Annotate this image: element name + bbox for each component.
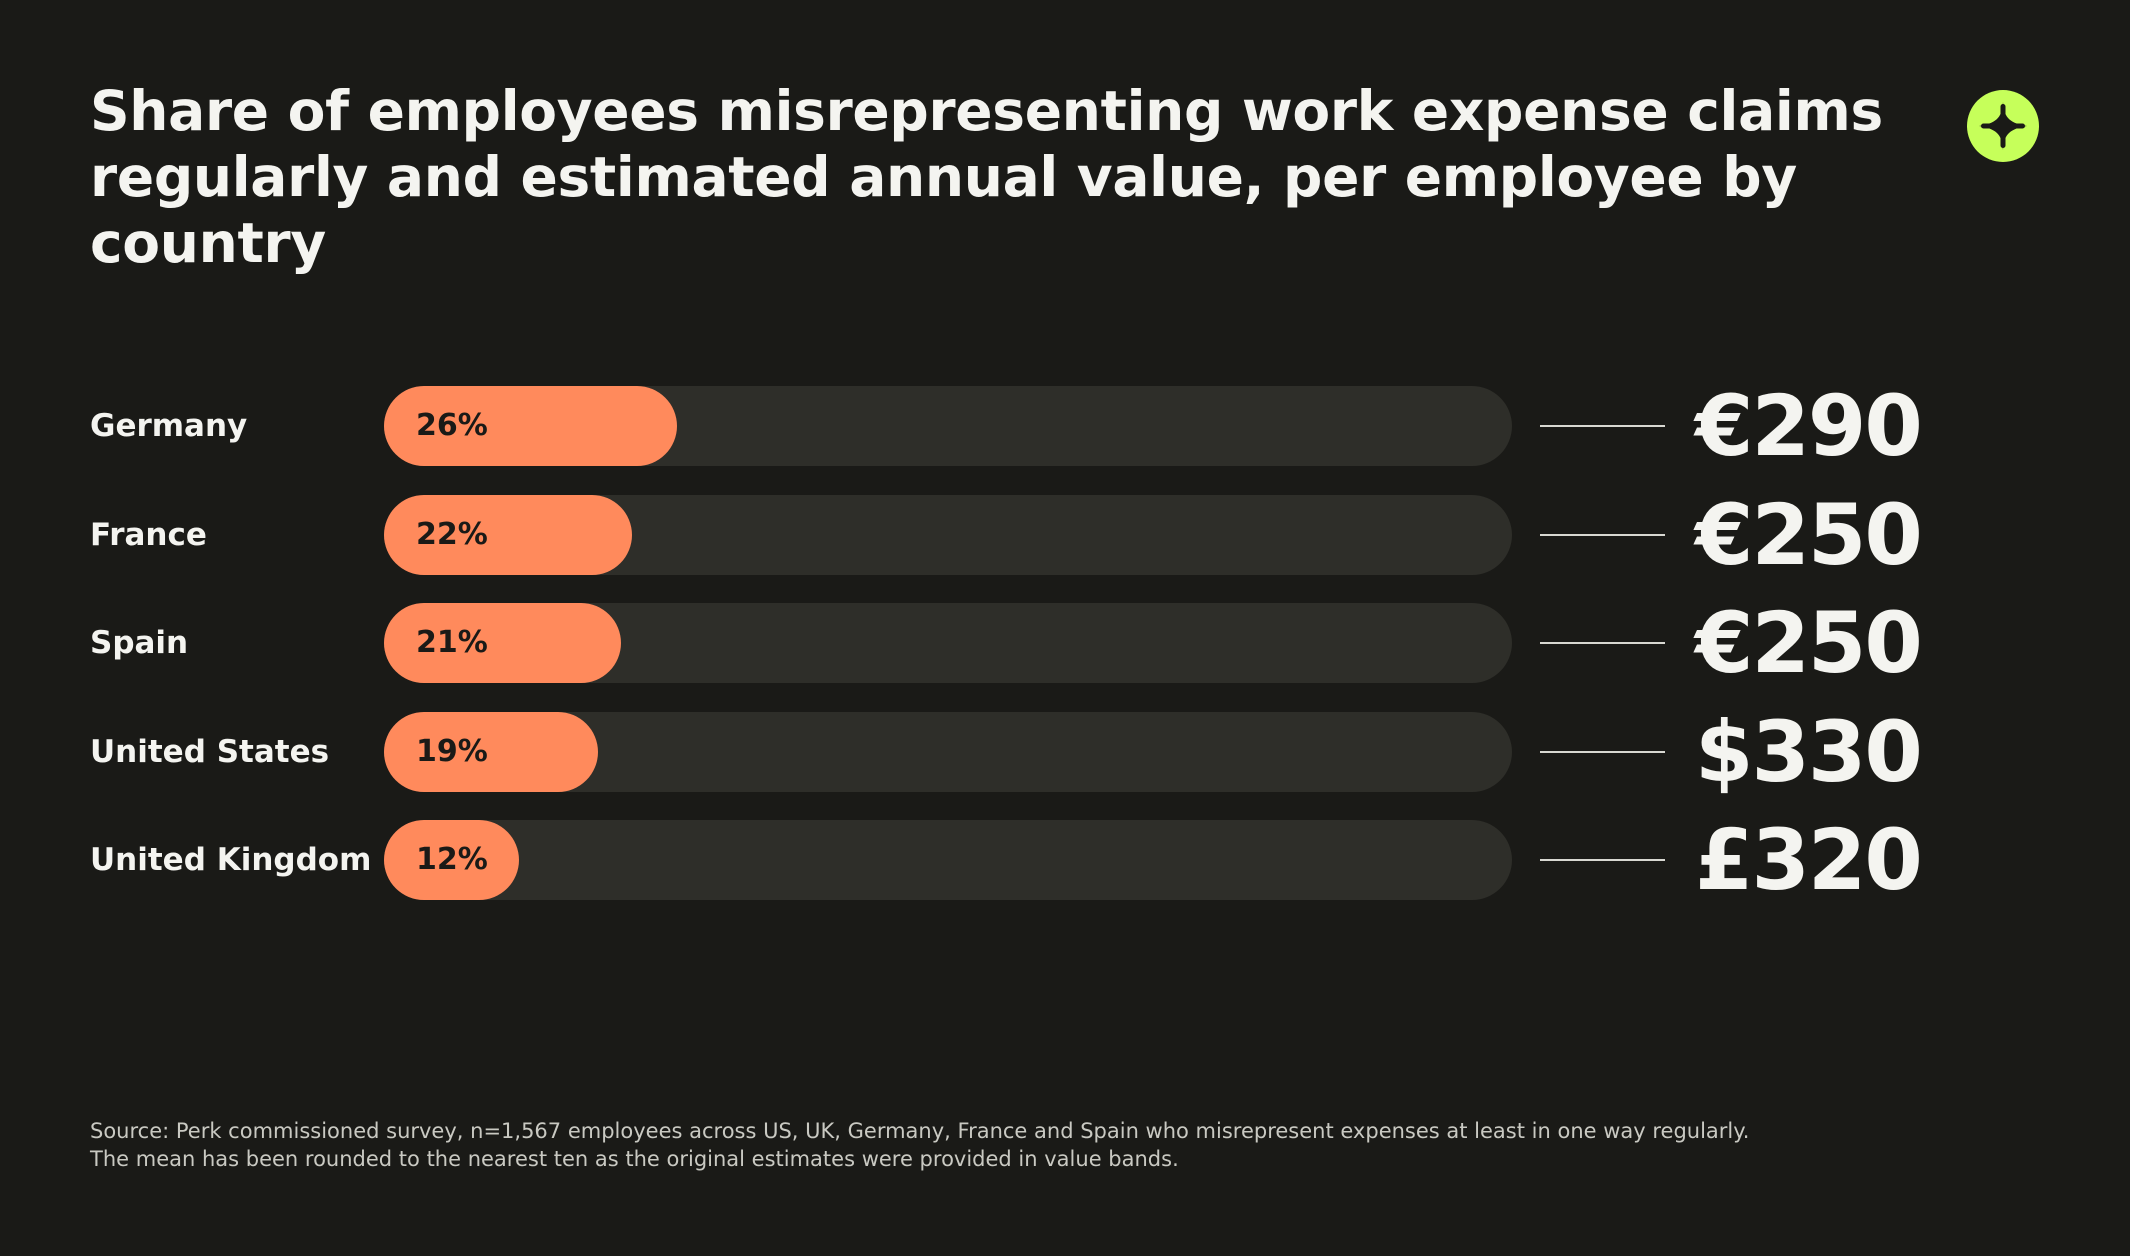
connector-line	[1540, 534, 1665, 536]
bar-track: 26%	[384, 386, 1512, 466]
source-footnote: Source: Perk commissioned survey, n=1,56…	[90, 1117, 1990, 1173]
bar-fill: 22%	[384, 495, 632, 575]
connector-line	[1540, 751, 1665, 753]
bar-track: 22%	[384, 495, 1512, 575]
plus-icon[interactable]	[1967, 90, 2039, 162]
bar-row: United States 19% $330	[0, 704, 2130, 800]
annual-value-label: €250	[1695, 594, 1923, 692]
percentage-label: 26%	[416, 408, 488, 443]
bar-row: Spain 21% €250	[0, 595, 2130, 691]
bar-fill: 12%	[384, 820, 519, 900]
connector-line	[1540, 425, 1665, 427]
chart-title: Share of employees misrepresenting work …	[90, 79, 1883, 275]
bar-row: Germany 26% €290	[0, 378, 2130, 474]
bar-fill: 19%	[384, 712, 598, 792]
percentage-label: 19%	[416, 734, 488, 769]
country-label: United States	[90, 734, 330, 770]
annual-value-label: €290	[1695, 377, 1923, 475]
country-label: France	[90, 517, 207, 553]
country-label: Germany	[90, 408, 248, 444]
bar-row: United Kingdom 12% £320	[0, 812, 2130, 908]
bar-track: 12%	[384, 820, 1512, 900]
connector-line	[1540, 859, 1665, 861]
source-line-1: Source: Perk commissioned survey, n=1,56…	[90, 1119, 1750, 1143]
country-label: Spain	[90, 625, 189, 661]
connector-line	[1540, 642, 1665, 644]
bar-track: 19%	[384, 712, 1512, 792]
percentage-label: 21%	[416, 625, 488, 660]
bar-row: France 22% €250	[0, 487, 2130, 583]
percentage-label: 22%	[416, 517, 488, 552]
source-line-2: The mean has been rounded to the nearest…	[90, 1147, 1179, 1171]
country-label: United Kingdom	[90, 842, 372, 878]
percentage-label: 12%	[416, 842, 488, 877]
annual-value-label: €250	[1695, 486, 1923, 584]
annual-value-label: $330	[1695, 703, 1923, 801]
bar-fill: 26%	[384, 386, 677, 466]
bar-track: 21%	[384, 603, 1512, 683]
annual-value-label: £320	[1695, 811, 1923, 909]
bar-fill: 21%	[384, 603, 621, 683]
plus-icon-graphic	[1979, 102, 2027, 150]
